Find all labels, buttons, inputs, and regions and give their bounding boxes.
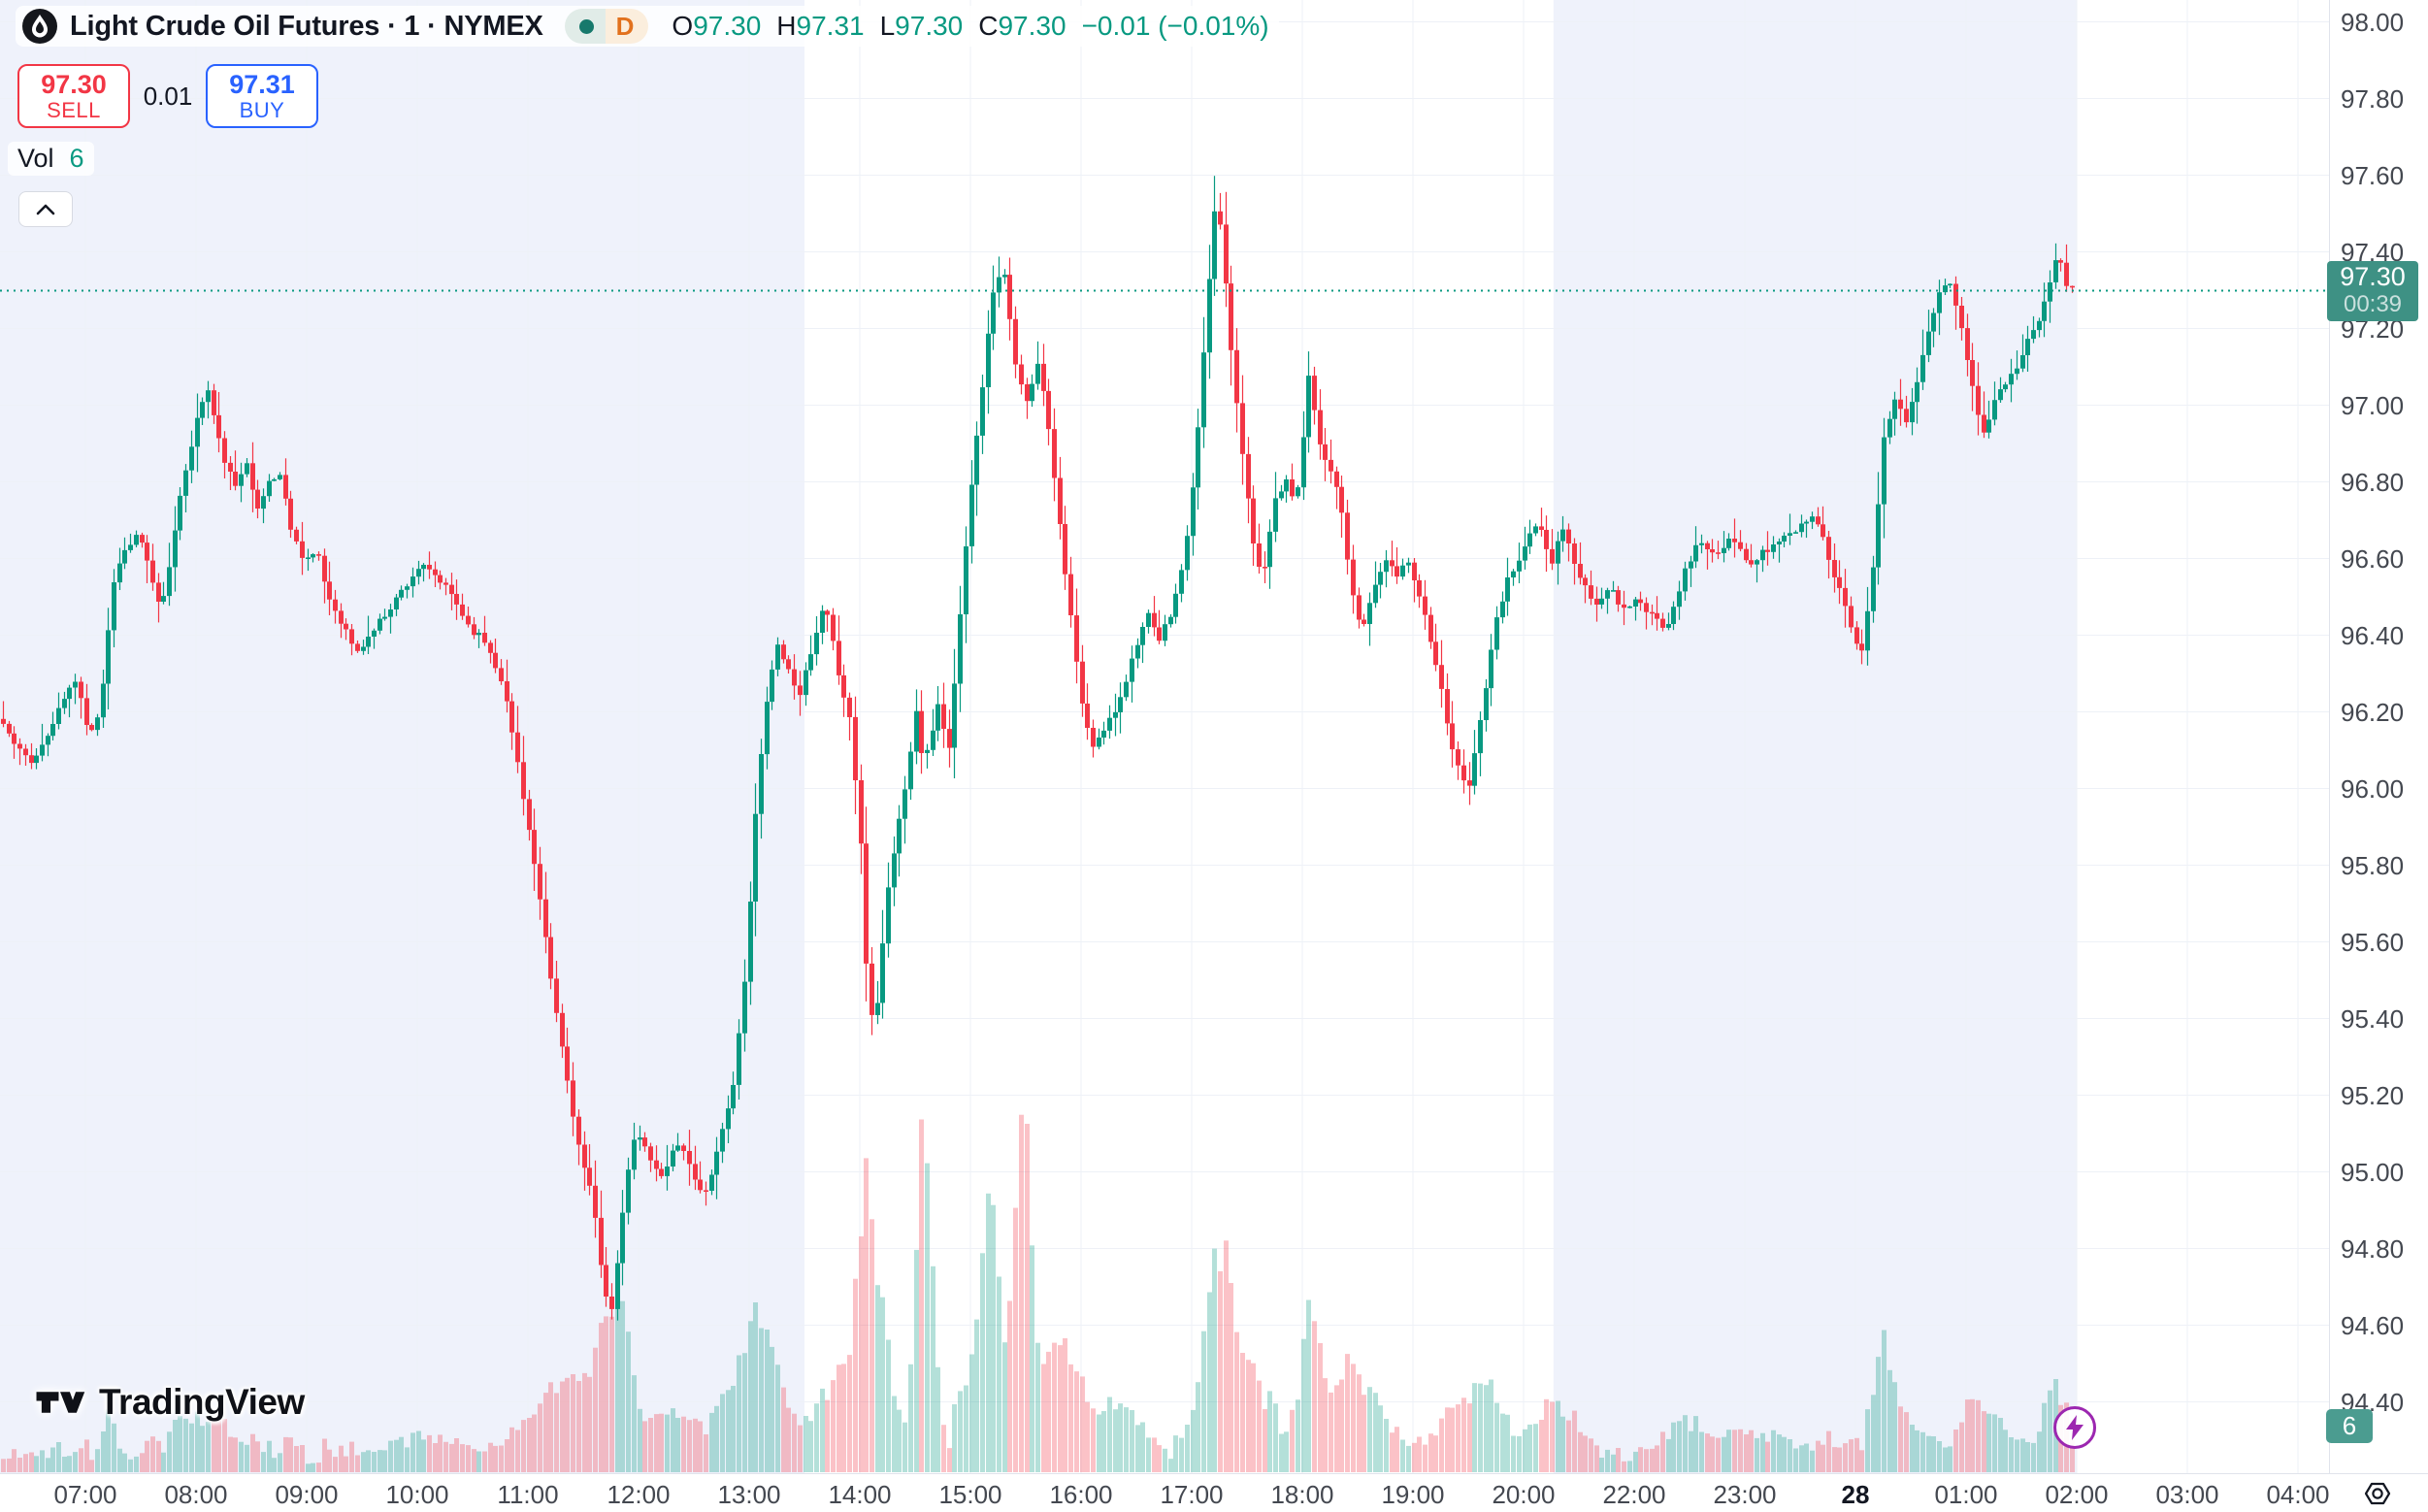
tradingview-wordmark: TradingView bbox=[99, 1382, 305, 1422]
lightning-bolt-icon bbox=[2066, 1415, 2083, 1440]
price-tick-label: 95.20 bbox=[2341, 1081, 2405, 1110]
price-tick-label: 94.60 bbox=[2341, 1311, 2405, 1340]
high-value: 97.31 bbox=[796, 11, 865, 41]
trade-panel: 97.30 SELL 0.01 97.31 BUY bbox=[17, 64, 318, 128]
instant-order-button[interactable] bbox=[2053, 1406, 2096, 1449]
price-tick-label: 96.20 bbox=[2341, 698, 2405, 727]
bar-countdown: 00:39 bbox=[2343, 291, 2403, 318]
collapse-legend-button[interactable] bbox=[18, 191, 73, 227]
market-status-icon bbox=[578, 18, 594, 34]
price-tick-label: 96.80 bbox=[2341, 468, 2405, 497]
time-tick-label: 22:00 bbox=[1602, 1480, 1666, 1509]
time-tick-label: 07:00 bbox=[53, 1480, 117, 1509]
time-tick-label: 01:00 bbox=[1934, 1480, 1998, 1509]
close-value: 97.30 bbox=[998, 11, 1066, 41]
price-tick-label: 96.40 bbox=[2341, 621, 2405, 650]
low-value: 97.30 bbox=[895, 11, 964, 41]
volume-axis-badge: 6 bbox=[2326, 1409, 2373, 1443]
time-tick-label: 09:00 bbox=[275, 1480, 339, 1509]
price-tick-label: 95.00 bbox=[2341, 1158, 2405, 1187]
time-tick-label: 02:00 bbox=[2045, 1480, 2109, 1509]
price-tick-label: 97.80 bbox=[2341, 84, 2405, 114]
price-tick-label: 95.40 bbox=[2341, 1004, 2405, 1034]
time-tick-label: 18:00 bbox=[1270, 1480, 1334, 1509]
price-tick-label: 95.60 bbox=[2341, 928, 2405, 957]
price-axis[interactable]: 94.40 94.60 94.80 95.00 95.20 95.40 95.60 95.80… bbox=[2326, 0, 2428, 1473]
price-tick-label: 97.60 bbox=[2341, 161, 2405, 190]
candles-layer bbox=[1, 176, 2075, 1321]
open-value: 97.30 bbox=[693, 11, 762, 41]
price-tick-label: 94.80 bbox=[2341, 1234, 2405, 1264]
time-tick-label: 12:00 bbox=[607, 1480, 671, 1509]
buy-button[interactable]: 97.31 BUY bbox=[206, 64, 318, 128]
time-tick-label: 16:00 bbox=[1049, 1480, 1113, 1509]
time-tick-label: 19:00 bbox=[1381, 1480, 1445, 1509]
time-tick-label: 28 bbox=[1841, 1480, 1870, 1509]
time-tick-label: 23:00 bbox=[1713, 1480, 1777, 1509]
time-tick-label: 17:00 bbox=[1160, 1480, 1224, 1509]
time-tick-label: 14:00 bbox=[828, 1480, 892, 1509]
time-tick-label: 10:00 bbox=[385, 1480, 449, 1509]
volume-value: 6 bbox=[69, 144, 84, 173]
chevron-up-icon bbox=[36, 204, 55, 214]
tradingview-mark-icon bbox=[36, 1392, 85, 1413]
last-price-label: 97.30 00:39 bbox=[2327, 260, 2418, 321]
time-tick-label: 04:00 bbox=[2266, 1480, 2330, 1509]
oil-drop-icon bbox=[21, 8, 58, 45]
time-tick-label: 20:00 bbox=[1492, 1480, 1556, 1509]
change-value: −0.01 (−0.01%) bbox=[1081, 11, 1269, 41]
price-tick-label: 95.80 bbox=[2341, 851, 2405, 880]
time-tick-label: 13:00 bbox=[717, 1480, 781, 1509]
volume-legend: Vol 6 bbox=[8, 142, 94, 176]
interval-badge: D bbox=[605, 9, 649, 44]
volume-label: Vol bbox=[17, 144, 54, 173]
price-tick-label: 96.00 bbox=[2341, 774, 2405, 804]
time-tick-label: 15:00 bbox=[938, 1480, 1002, 1509]
time-axis[interactable]: 07:00 08:00 09:00 10:00 11:00 12:00 13:00 14:00… bbox=[0, 1473, 2428, 1512]
spread-value: 0.01 bbox=[143, 81, 193, 111]
sell-button[interactable]: 97.30 SELL bbox=[17, 64, 130, 128]
symbol-header: Light Crude Oil Futures · 1 · NYMEX D O9… bbox=[16, 6, 1279, 47]
time-tick-label: 03:00 bbox=[2155, 1480, 2219, 1509]
grid-lines bbox=[0, 0, 2329, 1473]
price-tick-label: 97.00 bbox=[2341, 391, 2405, 420]
price-tick-label: 98.00 bbox=[2341, 8, 2405, 37]
time-tick-label: 08:00 bbox=[164, 1480, 228, 1509]
interval-status-pill[interactable]: D bbox=[564, 9, 649, 44]
ohlc-readout: O97.30 H97.31 L97.30 C97.30 −0.01 (−0.01… bbox=[672, 11, 1269, 41]
axis-settings-icon[interactable] bbox=[2362, 1478, 2393, 1509]
time-tick-label: 11:00 bbox=[497, 1480, 559, 1509]
tradingview-logo[interactable]: TradingView bbox=[35, 1382, 305, 1423]
symbol-title[interactable]: Light Crude Oil Futures · 1 · NYMEX bbox=[70, 10, 543, 42]
price-tick-label: 96.60 bbox=[2341, 544, 2405, 574]
volume-bars bbox=[1, 1114, 2075, 1472]
